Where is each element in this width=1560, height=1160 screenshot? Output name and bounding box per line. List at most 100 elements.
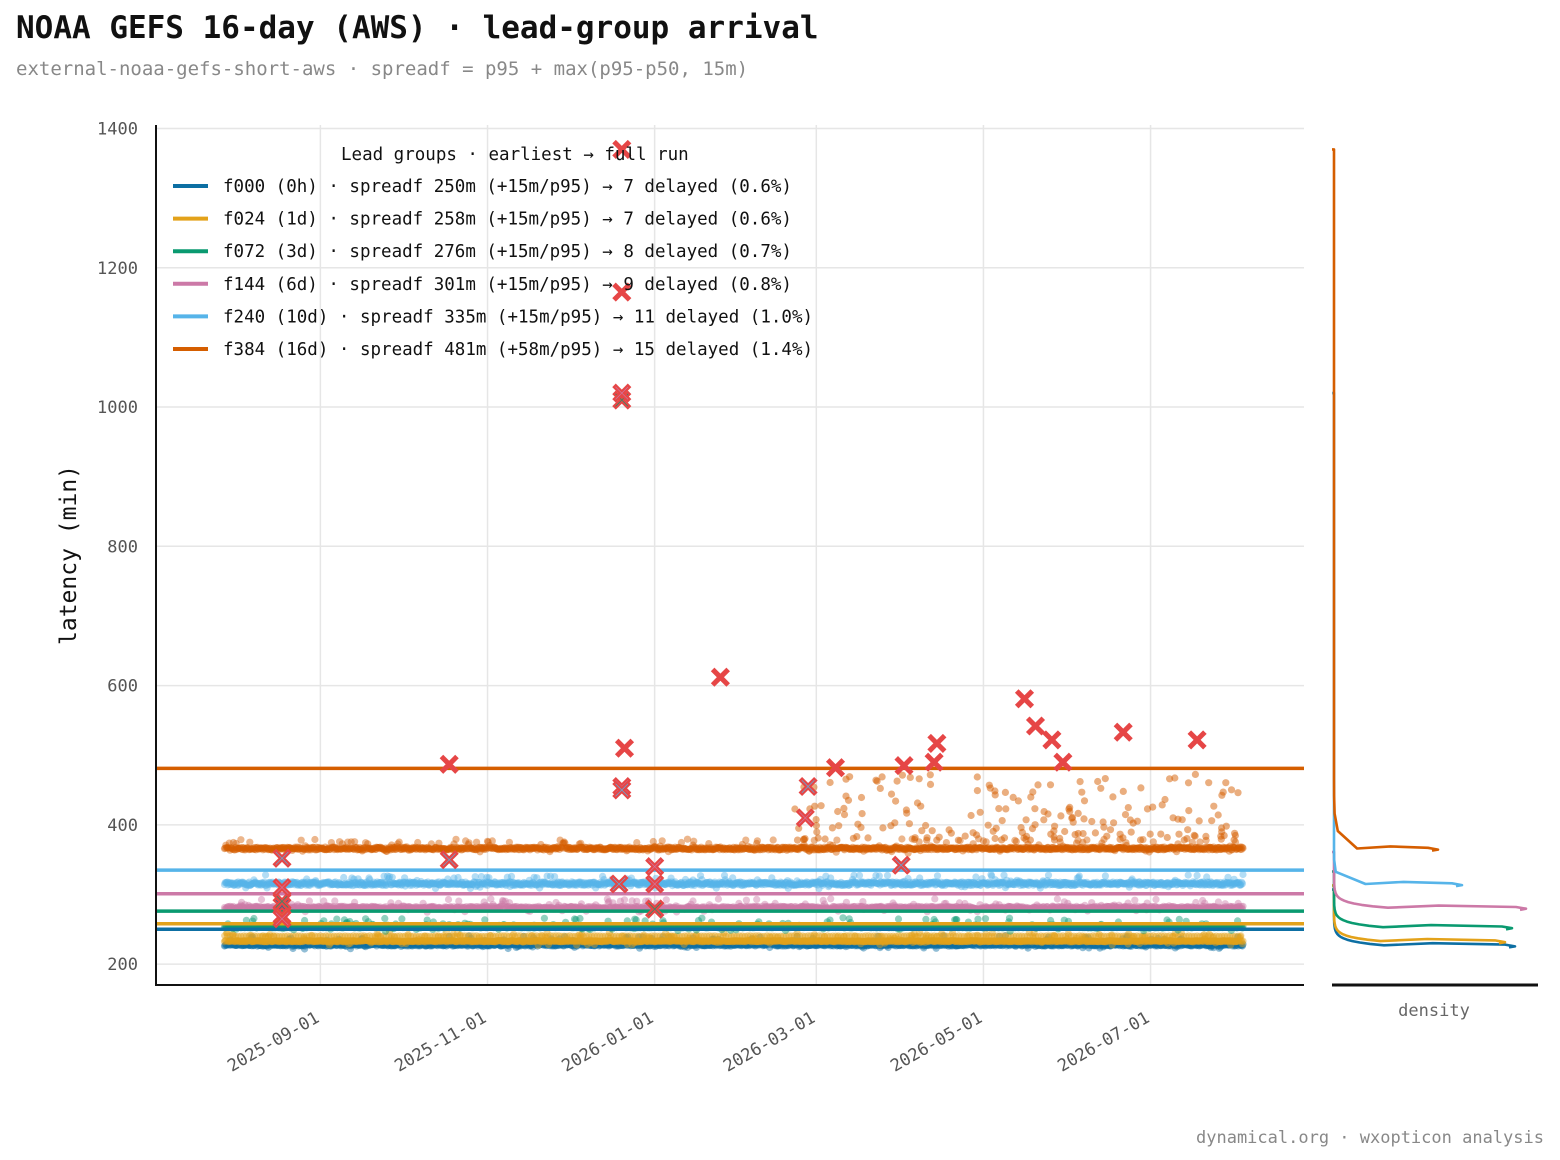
data-point [327,942,335,950]
data-point [225,941,233,949]
data-point [255,941,263,949]
data-point [307,940,315,949]
data-point [257,941,265,950]
data-point [338,941,346,949]
data-point [1175,915,1183,924]
data-point [225,940,233,948]
data-point [311,942,319,950]
data-point [306,941,314,949]
data-point [333,941,342,949]
data-point [253,942,261,950]
data-point [285,935,293,943]
data-point [839,914,847,922]
data-point [329,941,337,949]
data-point [250,914,258,923]
data-point [236,941,244,949]
data-point [336,941,344,949]
data-point [313,940,321,949]
data-point [303,940,311,949]
data-point [318,941,326,950]
data-point [270,941,279,949]
data-point [229,941,237,949]
data-point [233,941,241,950]
data-point [342,942,350,951]
data-point [275,940,283,948]
data-point [325,940,333,949]
data-point [295,940,303,948]
data-point [331,938,340,946]
data-point [297,942,305,950]
data-point [284,941,292,950]
data-point [303,940,311,948]
data-point [283,941,291,949]
data-point [256,941,264,950]
data-point [309,941,318,949]
data-point [240,941,248,949]
data-point [272,941,280,949]
data-point [305,941,313,949]
data-point [265,940,273,948]
data-point [244,941,252,949]
data-point [234,940,242,949]
data-point [299,941,307,949]
data-point [276,942,284,950]
data-point [290,940,298,948]
data-point [329,940,337,949]
data-point [235,941,243,949]
data-point [353,941,361,949]
data-point [230,940,238,948]
data-point [302,940,310,948]
data-point [239,941,247,950]
data-point [264,943,272,951]
data-point [286,940,294,948]
data-point [341,942,349,950]
data-point [353,942,361,950]
data-point [263,942,271,950]
data-point [271,941,279,949]
data-point [312,940,320,948]
data-point [270,941,278,949]
data-point [246,941,254,949]
data-point [698,914,706,922]
data-point [351,940,359,949]
data-point [242,941,250,949]
data-point [249,933,257,941]
data-point [310,940,318,948]
data-point [253,940,261,948]
data-point [273,941,281,949]
data-point [251,940,259,948]
data-point [243,941,251,949]
data-point [291,942,299,950]
data-point [338,941,346,949]
data-point [288,942,296,950]
data-point [324,940,332,948]
data-point [301,942,309,950]
data-point [344,940,352,948]
data-point [894,915,903,923]
data-point [242,941,250,949]
data-point [355,941,363,949]
data-point [354,941,362,949]
data-point [245,941,253,950]
data-point [282,942,290,950]
data-point [1095,930,1103,939]
data-point [576,914,584,923]
data-point [346,945,355,953]
data-point [298,942,306,950]
data-point [307,941,316,949]
data-point [279,942,287,950]
data-point [333,941,341,950]
data-point [241,941,249,950]
data-point [309,940,317,948]
data-point [262,942,270,950]
data-point [314,942,322,950]
data-point [249,941,257,950]
data-point [226,936,234,944]
data-point [330,940,338,949]
data-point [274,941,282,950]
data-point [333,915,341,923]
data-point [352,940,360,948]
data-point [296,941,305,949]
data-point [381,914,389,923]
data-point [250,942,258,950]
